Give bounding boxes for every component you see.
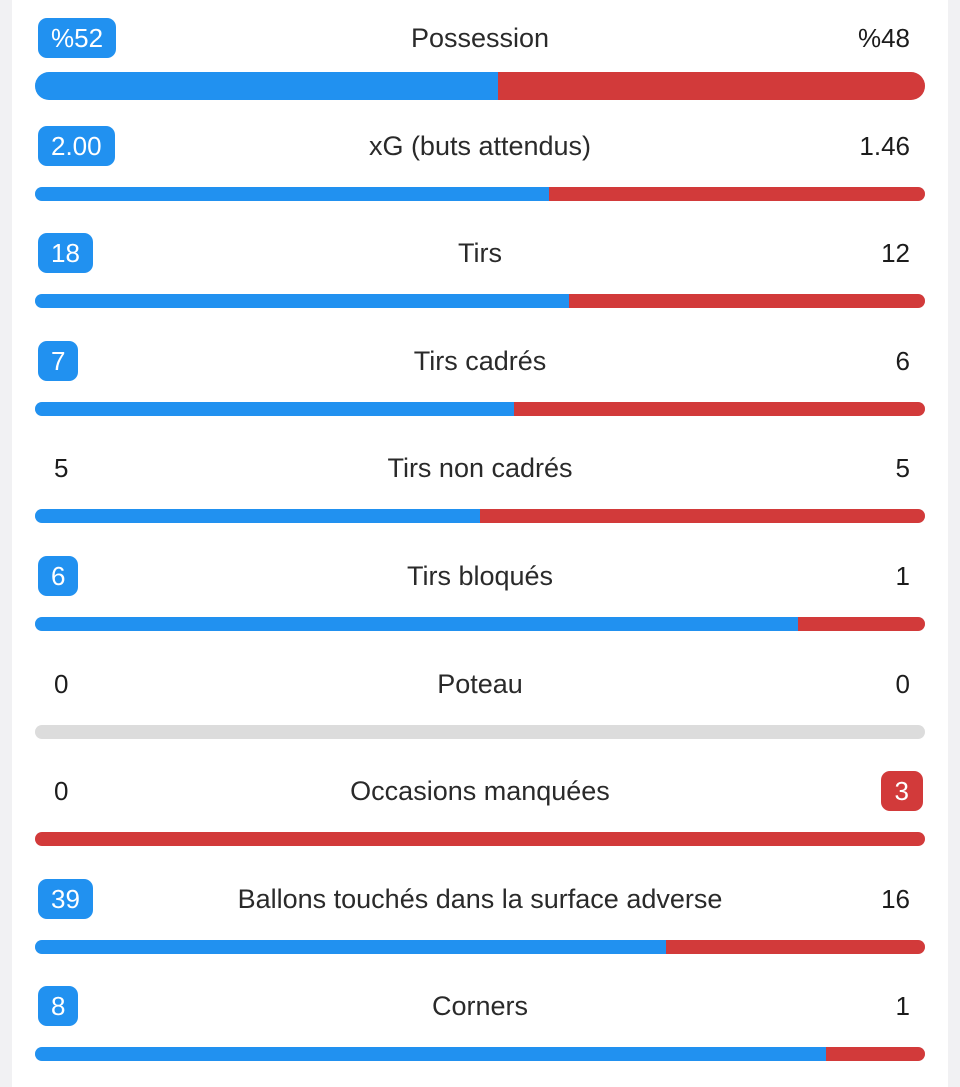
stat-row: %52 Possession %48	[12, 12, 948, 112]
home-share-fill	[35, 186, 550, 201]
home-value-badge: 6	[38, 556, 79, 596]
away-share-fill	[480, 509, 925, 524]
stat-label: Ballons touchés dans la surface adverse	[237, 883, 723, 914]
home-value: 0	[54, 668, 69, 699]
stat-row: 6 Tirs bloqués 1	[12, 550, 948, 650]
home-share-fill	[35, 509, 480, 524]
stat-row: 2.00 xG (buts attendus) 1.46	[12, 120, 948, 220]
home-share-fill	[35, 1047, 827, 1062]
comparison-bar	[35, 1047, 925, 1062]
comparison-bar	[35, 186, 925, 201]
stat-row: 8 Corners 1	[12, 980, 948, 1080]
stat-label: Possession	[410, 23, 550, 53]
away-share-fill	[549, 186, 925, 201]
stat-label: Corners	[431, 991, 529, 1022]
away-share-fill	[826, 1047, 925, 1062]
stat-label: Tirs	[458, 238, 502, 269]
comparison-bar	[35, 939, 925, 954]
stat-row: 7 Tirs cadrés 6	[12, 335, 948, 435]
comparison-bar	[35, 401, 925, 416]
comparison-bar	[35, 509, 925, 524]
stat-row: 5 Tirs non cadrés 5	[12, 442, 948, 542]
stat-row: 18 Tirs 12	[12, 227, 948, 327]
home-value: 0	[54, 776, 69, 807]
away-share-fill	[666, 939, 925, 954]
away-value: 5	[895, 453, 910, 484]
home-value-badge: 7	[38, 340, 79, 381]
stat-row: 0 Poteau 0	[12, 658, 948, 758]
home-value-badge: 18	[38, 233, 93, 274]
stat-label: Tirs non cadrés	[387, 453, 573, 484]
away-value: 12	[881, 238, 910, 269]
home-share-fill	[35, 617, 798, 631]
away-value: %48	[857, 23, 910, 53]
away-value: 0	[895, 668, 910, 699]
home-value-badge: 2.00	[38, 125, 115, 166]
away-share-fill	[569, 294, 925, 309]
away-value-badge: 3	[880, 771, 923, 812]
comparison-bar	[35, 72, 925, 100]
stat-label: Occasions manquées	[350, 776, 610, 807]
away-value: 1.46	[859, 130, 910, 161]
away-value: 1	[895, 561, 910, 591]
away-share-fill	[513, 401, 925, 416]
stat-label: Poteau	[437, 668, 523, 699]
away-value: 1	[895, 991, 910, 1022]
comparison-bar	[35, 724, 925, 739]
home-share-fill	[35, 72, 498, 100]
home-value-badge: 8	[38, 986, 79, 1027]
comparison-bar	[35, 294, 925, 309]
home-share-fill	[35, 401, 514, 416]
home-value-badge: %52	[38, 18, 117, 58]
stat-label: Tirs cadrés	[413, 345, 547, 376]
away-value: 6	[895, 345, 910, 376]
home-share-fill	[35, 294, 569, 309]
stat-row: 0 Occasions manquées 3	[12, 765, 948, 865]
home-value-badge: 39	[38, 878, 93, 919]
comparison-bar	[35, 832, 925, 847]
stat-label: xG (buts attendus)	[368, 130, 592, 161]
away-share-fill	[797, 617, 925, 631]
stat-label: Tirs bloqués	[406, 561, 554, 591]
match-stats-panel: %52 Possession %48 2.00 xG (buts attendus) 1.…	[12, 0, 948, 1087]
stat-row: 39 Ballons touchés dans la surface advers…	[12, 873, 948, 973]
away-value: 16	[881, 883, 910, 914]
home-value: 5	[54, 453, 69, 484]
comparison-bar	[35, 617, 925, 631]
away-share-fill	[497, 72, 925, 100]
away-share-fill	[35, 832, 925, 847]
home-share-fill	[35, 939, 666, 954]
